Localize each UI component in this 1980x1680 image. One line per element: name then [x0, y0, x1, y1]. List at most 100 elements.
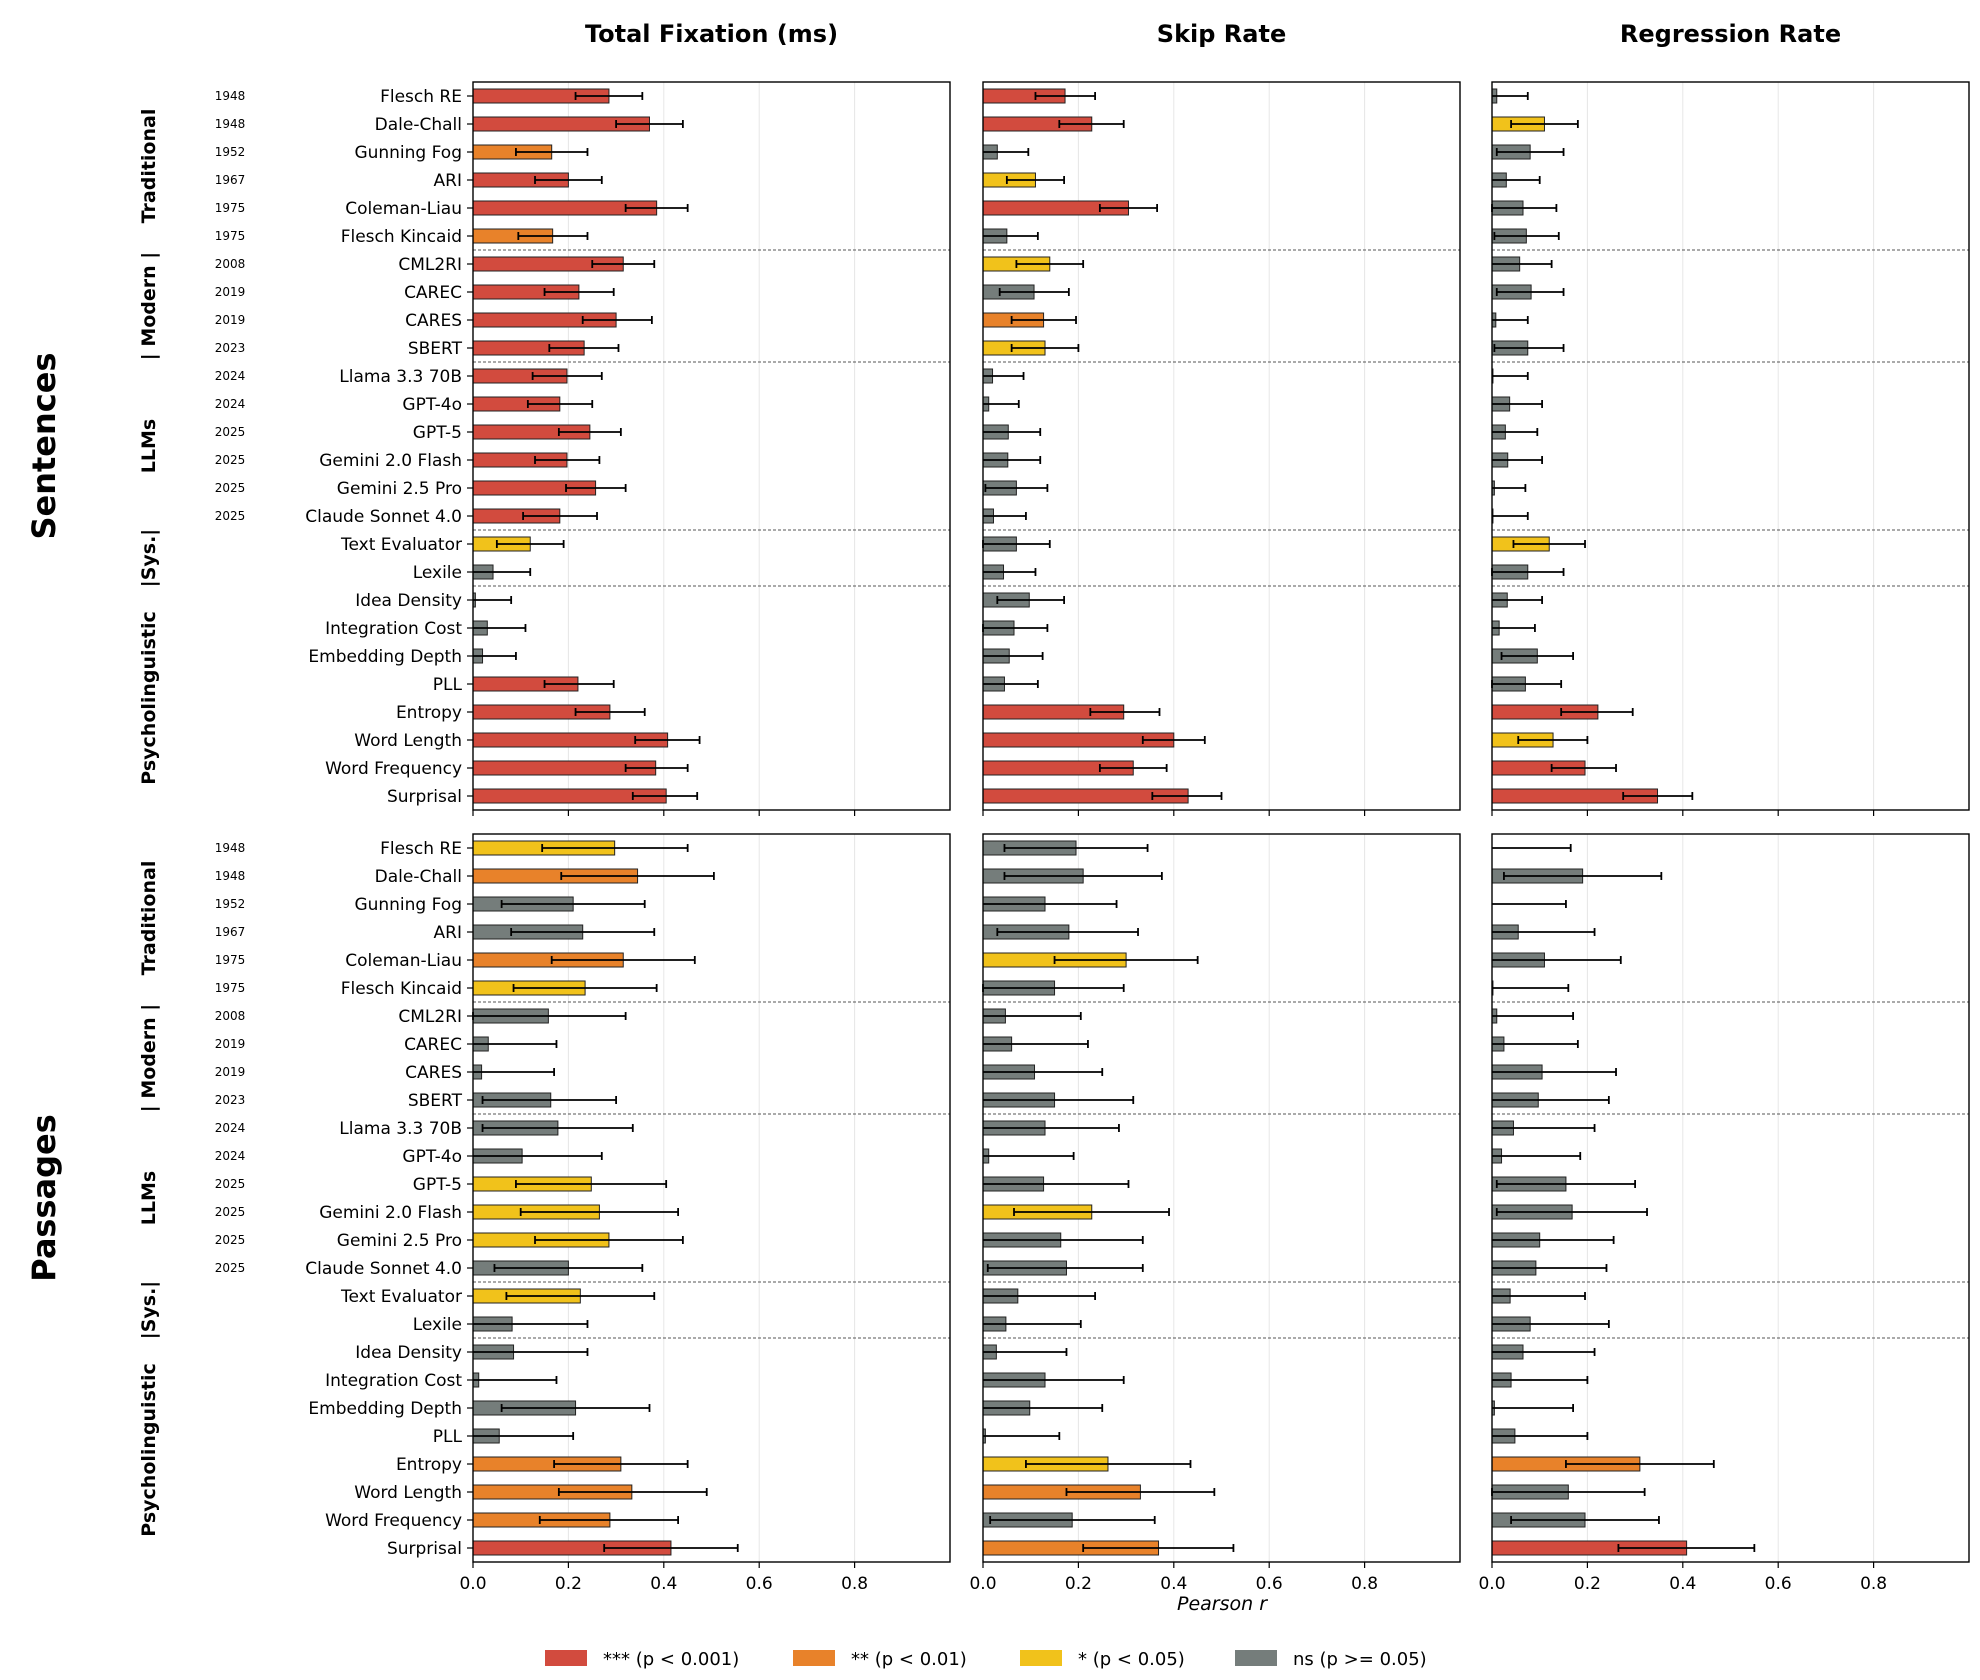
- year-label: 1952: [215, 145, 246, 159]
- group-label-modern: | Modern |: [138, 252, 160, 360]
- y-tick-label-flesch-kincaid: Flesch Kincaid: [341, 227, 462, 247]
- year-label: 2025: [215, 1261, 246, 1275]
- year-label: 2019: [215, 1037, 246, 1051]
- group-label-psycholinguistic: Psycholinguistic: [138, 1363, 160, 1537]
- y-tick-label-sbert: SBERT: [408, 339, 463, 359]
- year-label: 1948: [215, 869, 246, 883]
- x-tick-label: 0.4: [650, 1574, 677, 1594]
- y-tick-label-embedding-depth: Embedding Depth: [308, 1399, 462, 1419]
- group-label-sys: |Sys.|: [138, 1281, 160, 1339]
- panel-frame: [982, 833, 1461, 1563]
- y-tick-label-text-evaluator: Text Evaluator: [340, 535, 462, 555]
- year-label: 1948: [215, 117, 246, 131]
- year-label: 2025: [215, 1205, 246, 1219]
- year-label: 2019: [215, 1065, 246, 1079]
- year-label: 2023: [215, 1093, 246, 1107]
- y-tick-label-llama-3-3-70b: Llama 3.3 70B: [339, 1119, 462, 1139]
- y-tick-label-gemini-2-0-flash: Gemini 2.0 Flash: [319, 1203, 462, 1223]
- year-label: 2025: [215, 425, 246, 439]
- group-label-modern: | Modern |: [138, 1004, 160, 1112]
- y-tick-label-idea-density: Idea Density: [355, 1343, 462, 1363]
- y-tick-label-pll: PLL: [433, 675, 463, 695]
- y-tick-label-dale-chall: Dale-Chall: [375, 867, 462, 887]
- y-tick-label-gunning-fog: Gunning Fog: [354, 895, 462, 915]
- y-tick-label-carec: CAREC: [404, 283, 462, 303]
- y-tick-label-word-length: Word Length: [354, 731, 462, 751]
- y-tick-label-embedding-depth: Embedding Depth: [308, 647, 462, 667]
- y-tick-label-coleman-liau: Coleman-Liau: [345, 951, 462, 971]
- y-tick-label-surprisal: Surprisal: [387, 787, 462, 807]
- y-tick-label-sbert: SBERT: [408, 1091, 463, 1111]
- panel-frame: [472, 833, 951, 1563]
- y-tick-label-lexile: Lexile: [413, 563, 462, 583]
- x-tick-label: 0.8: [1860, 1574, 1887, 1594]
- legend-swatch: [793, 1650, 835, 1666]
- x-axis-label: Pearson r: [1177, 1593, 1268, 1615]
- panel-frame: [1491, 833, 1970, 1563]
- panel-frame: [1491, 81, 1970, 811]
- panel-passages-regression-rate: 0.0 0.2 0.4 0.6 0.8: [1478, 833, 1970, 1594]
- y-tick-label-word-frequency: Word Frequency: [325, 1511, 462, 1531]
- y-tick-label-idea-density: Idea Density: [355, 591, 462, 611]
- year-label: 2024: [215, 397, 246, 411]
- x-tick-label: 0.2: [555, 1574, 582, 1594]
- y-tick-label-word-length: Word Length: [354, 1483, 462, 1503]
- y-tick-label-word-frequency: Word Frequency: [325, 759, 462, 779]
- y-tick-label-gemini-2-0-flash: Gemini 2.0 Flash: [319, 451, 462, 471]
- group-label-sys: |Sys.|: [138, 529, 160, 587]
- x-tick-label: 0.2: [1065, 1574, 1092, 1594]
- y-tick-label-ari: ARI: [434, 923, 462, 943]
- column-title-regression-rate: Regression Rate: [1620, 20, 1841, 48]
- year-label: 1975: [215, 953, 246, 967]
- group-label-traditional: Traditional: [138, 109, 160, 224]
- x-tick-label: 0.0: [969, 1574, 996, 1594]
- row-title-passages: Passages: [25, 1114, 63, 1282]
- legend-item-0: *** (p < 0.001): [545, 1649, 739, 1670]
- y-tick-label-gpt-5: GPT-5: [413, 1175, 462, 1195]
- y-tick-label-gpt-4o: GPT-4o: [402, 1147, 462, 1167]
- x-tick-label: 0.0: [459, 1574, 486, 1594]
- year-label: 1975: [215, 981, 246, 995]
- group-label-llms: LLMs: [138, 419, 160, 473]
- year-label: 2024: [215, 1149, 246, 1163]
- group-label-llms: LLMs: [138, 1171, 160, 1225]
- panel-passages-skip-rate: 0.0 0.2 0.4 0.6 0.8: [969, 833, 1461, 1594]
- y-tick-label-ari: ARI: [434, 171, 462, 191]
- year-label: 2019: [215, 313, 246, 327]
- y-tick-label-gpt-4o: GPT-4o: [402, 395, 462, 415]
- y-tick-label-gemini-2-5-pro: Gemini 2.5 Pro: [337, 1231, 462, 1251]
- group-label-psycholinguistic: Psycholinguistic: [138, 611, 160, 785]
- y-tick-label-integration-cost: Integration Cost: [325, 619, 462, 639]
- x-tick-label: 0.2: [1574, 1574, 1601, 1594]
- legend-swatch: [545, 1650, 587, 1666]
- y-tick-label-claude-sonnet-4-0: Claude Sonnet 4.0: [305, 1259, 462, 1279]
- year-label: 2019: [215, 285, 246, 299]
- x-tick-label: 0.8: [841, 1574, 868, 1594]
- column-titles: Total Fixation (ms) Skip Rate Regression R…: [585, 20, 1841, 48]
- y-tick-label-cares: CARES: [405, 1063, 462, 1083]
- legend-item-3: ns (p >= 0.05): [1235, 1649, 1427, 1670]
- y-tick-label-flesch-kincaid: Flesch Kincaid: [341, 979, 462, 999]
- legend-label: ns (p >= 0.05): [1293, 1649, 1427, 1670]
- panel-sentences-total-fixation-ms: Flesch RE 1948 Dale-Chall 1948 Gunning Fog 19…: [138, 81, 951, 816]
- x-tick-label: 0.8: [1351, 1574, 1378, 1594]
- year-label: 2025: [215, 509, 246, 523]
- panel-passages-total-fixation-ms: 0.0 0.2 0.4 0.6 0.8 Flesch RE 1948 Dale-Chall 19…: [138, 833, 951, 1594]
- y-tick-label-cml2ri: CML2RI: [398, 255, 462, 275]
- y-tick-label-llama-3-3-70b: Llama 3.3 70B: [339, 367, 462, 387]
- y-tick-label-dale-chall: Dale-Chall: [375, 115, 462, 135]
- x-tick-label: 0.4: [1160, 1574, 1187, 1594]
- year-label: 1952: [215, 897, 246, 911]
- legend-label: ** (p < 0.01): [851, 1649, 967, 1670]
- y-tick-label-claude-sonnet-4-0: Claude Sonnet 4.0: [305, 507, 462, 527]
- x-tick-label: 0.6: [1765, 1574, 1792, 1594]
- legend-swatch: [1235, 1650, 1277, 1666]
- y-tick-label-gemini-2-5-pro: Gemini 2.5 Pro: [337, 479, 462, 499]
- panels: Flesch RE 1948 Dale-Chall 1948 Gunning Fog 19…: [138, 81, 1970, 1594]
- panel-frame: [982, 81, 1461, 811]
- year-label: 1975: [215, 201, 246, 215]
- x-tick-label: 0.6: [746, 1574, 773, 1594]
- y-tick-label-gpt-5: GPT-5: [413, 423, 462, 443]
- year-label: 2008: [215, 1009, 246, 1023]
